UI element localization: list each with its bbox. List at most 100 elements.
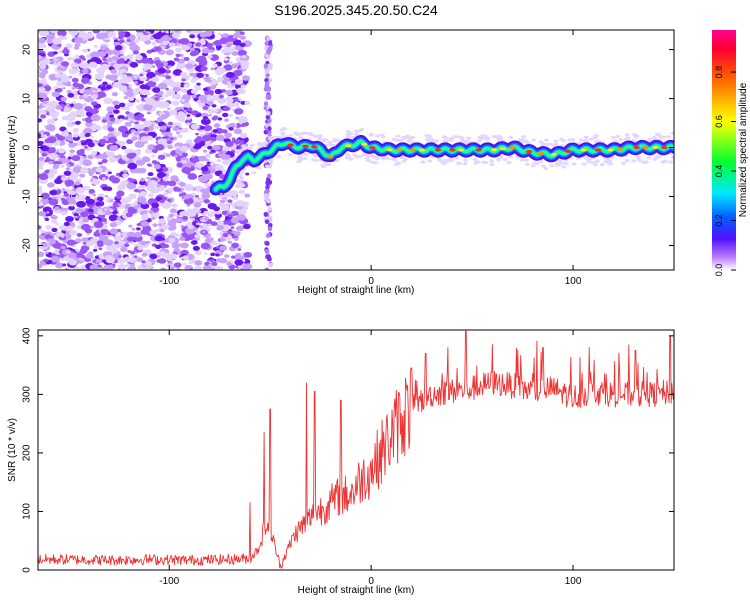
noise-blob <box>194 260 203 266</box>
noise-blob <box>190 158 198 164</box>
noise-blob <box>60 96 67 102</box>
noise-blob <box>81 68 89 74</box>
noise-blob <box>71 77 79 83</box>
noise-blob <box>96 240 104 245</box>
ridge-hotspot <box>661 145 668 150</box>
noise-blob <box>114 45 123 51</box>
ridge-halo <box>324 162 330 166</box>
noise-blob <box>168 42 176 48</box>
noise-blob <box>44 159 48 163</box>
ridge-halo <box>460 138 466 143</box>
noise-blob <box>162 176 170 182</box>
noise-blob <box>190 89 198 94</box>
noise-blob <box>206 161 211 165</box>
noise-blob <box>201 47 211 54</box>
noise-blob <box>128 256 137 264</box>
noise-blob <box>238 189 246 195</box>
noise-blob <box>128 224 133 228</box>
noise-blob <box>127 88 134 93</box>
noise-blob <box>54 232 65 239</box>
noise-blob <box>66 239 76 246</box>
ridge-halo <box>508 135 514 140</box>
noise-blob <box>169 266 175 270</box>
noise-blob <box>201 59 208 64</box>
noise-blob <box>138 124 146 129</box>
noise-blob <box>100 63 110 70</box>
noise-blob <box>210 108 214 112</box>
noise-blob <box>132 50 139 55</box>
noise-blob <box>142 213 149 218</box>
noise-blob <box>183 83 190 88</box>
noise-blob <box>210 221 218 226</box>
band-blob <box>265 54 271 59</box>
ridge-halo <box>463 158 469 162</box>
ridge-halo <box>268 159 274 163</box>
noise-blob <box>117 184 126 191</box>
noise-blob <box>80 211 89 218</box>
ridge-halo <box>327 140 333 145</box>
ridge-halo <box>374 134 380 138</box>
ridge-halo <box>405 134 411 138</box>
noise-blob <box>196 72 204 78</box>
noise-blob <box>199 217 204 221</box>
noise-blob <box>79 148 85 153</box>
noise-blob <box>69 123 74 127</box>
noise-blob <box>83 88 93 95</box>
noise-blob <box>41 152 47 157</box>
ridge-hotspot <box>537 151 544 155</box>
noise-blob <box>173 262 182 268</box>
ridge-halo <box>485 136 491 140</box>
ridge-halo <box>576 141 582 145</box>
band-blob <box>267 78 273 83</box>
ridge-halo <box>483 160 489 165</box>
noise-blob <box>235 105 241 109</box>
noise-blob <box>118 125 128 133</box>
noise-blob <box>220 152 226 156</box>
noise-blob <box>74 54 80 59</box>
snr-frame <box>37 329 675 571</box>
band-blob <box>266 36 271 41</box>
noise-blob <box>72 133 79 138</box>
noise-blob <box>213 123 221 128</box>
ridge-hotspot <box>616 147 624 151</box>
band-blob <box>264 188 270 194</box>
noise-blob <box>152 33 162 40</box>
ridge-halo <box>540 143 546 147</box>
ridge-halo <box>665 135 671 139</box>
noise-blob <box>119 118 124 122</box>
ridge-halo <box>543 167 549 171</box>
noise-blob <box>102 177 106 181</box>
ridge-halo <box>455 161 461 165</box>
ridge-halo <box>668 160 674 164</box>
ridge-halo <box>588 137 594 141</box>
ridge-hotspot <box>607 148 614 152</box>
ridge-halo <box>632 133 638 137</box>
noise-blob <box>76 200 86 208</box>
noise-blob <box>187 210 197 218</box>
ridge-halo <box>429 137 435 142</box>
noise-blob <box>93 232 101 237</box>
band-blob <box>265 241 270 246</box>
noise-blob <box>196 82 201 86</box>
x-tick-label: 0 <box>368 576 374 587</box>
ridge-halo <box>618 138 624 142</box>
noise-blob <box>200 189 205 193</box>
noise-blob <box>103 208 108 211</box>
noise-blob <box>233 101 240 106</box>
noise-blob <box>216 47 221 51</box>
ridge-halo <box>466 136 472 140</box>
noise-blob <box>145 91 151 96</box>
ridge-halo <box>652 157 658 161</box>
noise-blob <box>63 221 71 227</box>
ridge-halo <box>544 138 550 142</box>
noise-blob <box>149 253 158 259</box>
ridge-halo <box>226 191 232 195</box>
noise-blob <box>239 35 246 40</box>
noise-blob <box>173 213 178 217</box>
noise-blob <box>202 116 208 120</box>
band-blob <box>265 114 271 120</box>
noise-blob <box>79 62 89 69</box>
noise-blob <box>167 107 171 110</box>
noise-blob <box>60 75 71 83</box>
noise-blob <box>224 254 230 258</box>
